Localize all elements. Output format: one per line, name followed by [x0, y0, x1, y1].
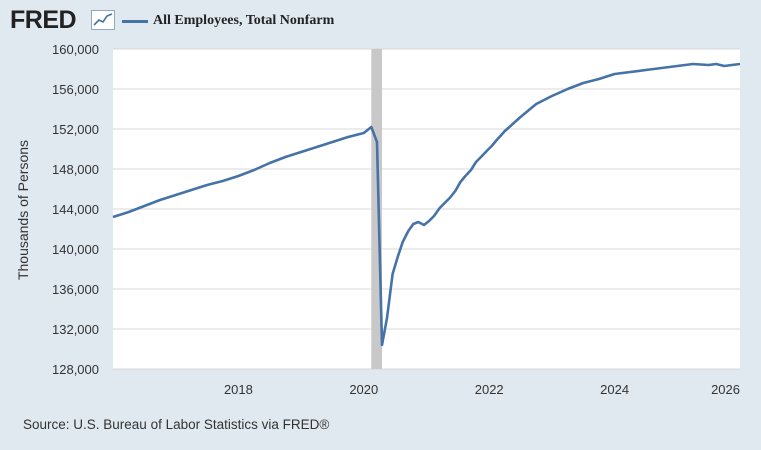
y-tick-label: 152,000 — [52, 122, 99, 137]
recession-shade — [371, 49, 382, 369]
y-tick-label: 132,000 — [52, 322, 99, 337]
y-axis-ticks: 128,000 132,000 136,000 140,000 144,000 148,0… — [52, 42, 99, 377]
line-chart: 128,000 132,000 136,000 140,000 144,000 148,0… — [15, 42, 741, 397]
y-tick-label: 160,000 — [52, 42, 99, 57]
x-tick-label: 2022 — [475, 382, 504, 397]
legend-swatch — [122, 20, 148, 23]
y-tick-label: 136,000 — [52, 282, 99, 297]
series-title: All Employees, Total Nonfarm — [153, 13, 335, 28]
y-axis-label: Thousands of Persons — [15, 140, 31, 280]
x-tick-label: 2026 — [711, 382, 740, 397]
y-tick-label: 148,000 — [52, 162, 99, 177]
y-tick-label: 140,000 — [52, 242, 99, 257]
source-note: Source: U.S. Bureau of Labor Statistics … — [23, 417, 330, 432]
grid-lines — [113, 48, 740, 370]
x-tick-label: 2020 — [349, 382, 378, 397]
chart-header: FRED All Employees, Total Nonfarm — [10, 6, 750, 34]
fred-logo[interactable]: FRED — [10, 6, 77, 34]
y-tick-label: 128,000 — [52, 362, 99, 377]
line-graph-icon — [91, 10, 115, 30]
x-tick-label: 2018 — [224, 382, 253, 397]
x-tick-label: 2024 — [600, 382, 629, 397]
x-axis-ticks: 2018 2020 2022 2024 2026 — [224, 382, 740, 397]
recession-band — [371, 49, 382, 369]
y-tick-label: 144,000 — [52, 202, 99, 217]
series-line — [112, 62, 741, 347]
y-tick-label: 156,000 — [52, 82, 99, 97]
series-layer — [112, 62, 741, 347]
